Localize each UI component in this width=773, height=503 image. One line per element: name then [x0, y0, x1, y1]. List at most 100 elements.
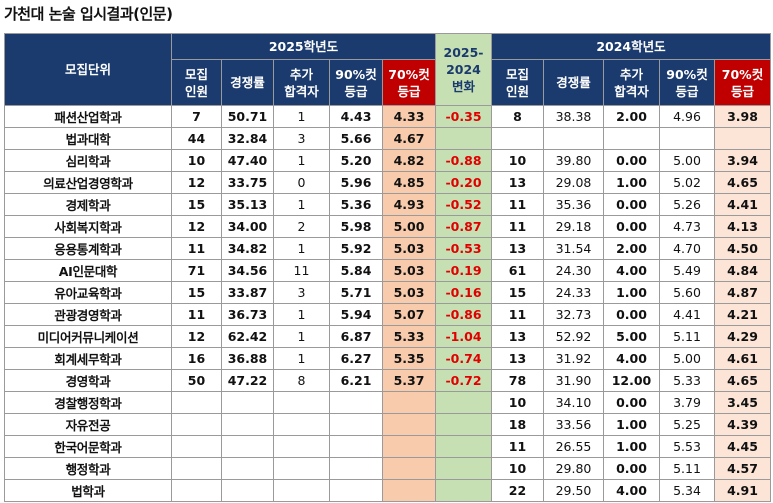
table-row: 경제학과 15 35.13 1 5.36 4.93 -0.52 11 35.36 0.00 5.26… [4, 193, 771, 216]
cell-rate-2024: 52.92 [543, 325, 604, 348]
cell-cut90-2025: 5.36 [329, 193, 383, 216]
cell-rate-2024: 29.80 [543, 457, 604, 480]
cell-quota-2024: 13 [491, 171, 544, 194]
cell-extra-2025 [273, 435, 330, 458]
cell-quota-2025: 15 [171, 281, 222, 304]
cell-quota-2025: 7 [171, 105, 222, 128]
cell-cut90-2025: 6.21 [329, 369, 383, 392]
cell-cut90-2024: 5.60 [659, 281, 715, 304]
cell-unit: 사회복지학과 [4, 215, 172, 238]
cell-rate-2025: 35.13 [221, 193, 274, 216]
cell-rate-2024: 34.10 [543, 391, 604, 414]
cell-extra-2025 [273, 479, 330, 502]
cell-quota-2024: 11 [491, 215, 544, 238]
cell-extra-2024: 0.00 [603, 149, 660, 172]
header-cut70-2024: 70%컷 등급 [714, 59, 771, 106]
cell-quota-2024: 22 [491, 479, 544, 502]
header-diff-line3: 변화 [451, 79, 475, 94]
cell-cut90-2024: 5.33 [659, 369, 715, 392]
cell-rate-2024: 32.73 [543, 303, 604, 326]
cell-extra-2024: 0.00 [603, 215, 660, 238]
cell-diff: -0.19 [435, 259, 492, 282]
cell-diff [435, 391, 492, 414]
cell-cut70-2024: 4.65 [714, 369, 771, 392]
cell-unit: 패션산업학과 [4, 105, 172, 128]
header-diff: 2025- 2024 변화 [435, 33, 492, 106]
cell-extra-2024: 2.00 [603, 237, 660, 260]
cell-diff [435, 127, 492, 150]
cell-quota-2024: 13 [491, 347, 544, 370]
header-rate-2025: 경쟁률 [221, 59, 274, 106]
cell-cut90-2024: 5.00 [659, 347, 715, 370]
cell-cut70-2024: 4.41 [714, 193, 771, 216]
cell-quota-2025: 11 [171, 237, 222, 260]
cell-rate-2025: 47.22 [221, 369, 274, 392]
cell-cut70-2024: 3.98 [714, 105, 771, 128]
cell-cut90-2024: 5.53 [659, 435, 715, 458]
page-title: 가천대 논술 입시결과(인문) [4, 5, 173, 23]
cell-cut70-2025: 5.37 [382, 369, 436, 392]
cell-extra-2025: 1 [273, 149, 330, 172]
header-cut90-2025: 90%컷 등급 [329, 59, 383, 106]
cell-quota-2025 [171, 435, 222, 458]
cell-cut70-2025: 4.85 [382, 171, 436, 194]
cell-extra-2024: 0.00 [603, 457, 660, 480]
cell-cut90-2025: 5.71 [329, 281, 383, 304]
cell-extra-2025: 1 [273, 237, 330, 260]
cell-cut70-2024 [714, 127, 771, 150]
cell-rate-2024: 33.56 [543, 413, 604, 436]
cell-quota-2024: 11 [491, 193, 544, 216]
cell-cut70-2025: 5.07 [382, 303, 436, 326]
cell-extra-2024: 0.00 [603, 193, 660, 216]
cell-quota-2025: 71 [171, 259, 222, 282]
cell-diff: -0.87 [435, 215, 492, 238]
cell-cut70-2024: 3.45 [714, 391, 771, 414]
cell-rate-2025 [221, 391, 274, 414]
cell-quota-2025 [171, 457, 222, 480]
cell-extra-2025: 1 [273, 105, 330, 128]
table-row: 미디어커뮤니케이션 12 62.42 1 6.87 5.33 -1.04 13 52.92 5.0… [4, 325, 771, 348]
cell-extra-2024: 1.00 [603, 171, 660, 194]
cell-unit: AI인문대학 [4, 259, 172, 282]
cell-cut70-2025 [382, 479, 436, 502]
cell-quota-2024: 10 [491, 457, 544, 480]
cell-quota-2024: 18 [491, 413, 544, 436]
cell-diff: -0.88 [435, 149, 492, 172]
cell-cut90-2025 [329, 457, 383, 480]
cell-rate-2025 [221, 457, 274, 480]
table-row: 자유전공 18 33.56 1.00 5.25 4.39 [4, 413, 771, 436]
cell-quota-2025: 12 [171, 325, 222, 348]
cell-extra-2025: 1 [273, 303, 330, 326]
cell-rate-2024: 35.36 [543, 193, 604, 216]
cell-cut70-2024: 4.29 [714, 325, 771, 348]
table-row: 사회복지학과 12 34.00 2 5.98 5.00 -0.87 11 29.18 0.00 4.… [4, 215, 771, 238]
cell-unit: 미디어커뮤니케이션 [4, 325, 172, 348]
cell-rate-2025: 62.42 [221, 325, 274, 348]
cell-extra-2025: 1 [273, 193, 330, 216]
cell-cut90-2024: 5.26 [659, 193, 715, 216]
cell-extra-2024 [603, 127, 660, 150]
cell-quota-2025: 50 [171, 369, 222, 392]
cell-rate-2024: 39.80 [543, 149, 604, 172]
cell-rate-2024: 24.30 [543, 259, 604, 282]
cell-cut90-2025: 5.98 [329, 215, 383, 238]
cell-extra-2025: 0 [273, 171, 330, 194]
cell-cut90-2025: 6.27 [329, 347, 383, 370]
cell-quota-2025: 12 [171, 215, 222, 238]
cell-extra-2025: 8 [273, 369, 330, 392]
cell-diff: -0.74 [435, 347, 492, 370]
cell-unit: 한국어문학과 [4, 435, 172, 458]
cell-cut90-2025 [329, 391, 383, 414]
cell-extra-2025: 1 [273, 325, 330, 348]
cell-cut70-2024: 3.94 [714, 149, 771, 172]
cell-cut70-2024: 4.61 [714, 347, 771, 370]
cell-cut70-2025: 4.67 [382, 127, 436, 150]
cell-rate-2024: 31.54 [543, 237, 604, 260]
header-extra-2024: 추가 합격자 [603, 59, 660, 106]
cell-diff [435, 413, 492, 436]
table-body: 패션산업학과 7 50.71 1 4.43 4.33 -0.35 8 38.38 2.00 4.96… [4, 105, 771, 502]
cell-cut90-2025: 5.20 [329, 149, 383, 172]
cell-cut90-2025: 5.84 [329, 259, 383, 282]
cell-quota-2024: 8 [491, 105, 544, 128]
cell-extra-2025 [273, 457, 330, 480]
